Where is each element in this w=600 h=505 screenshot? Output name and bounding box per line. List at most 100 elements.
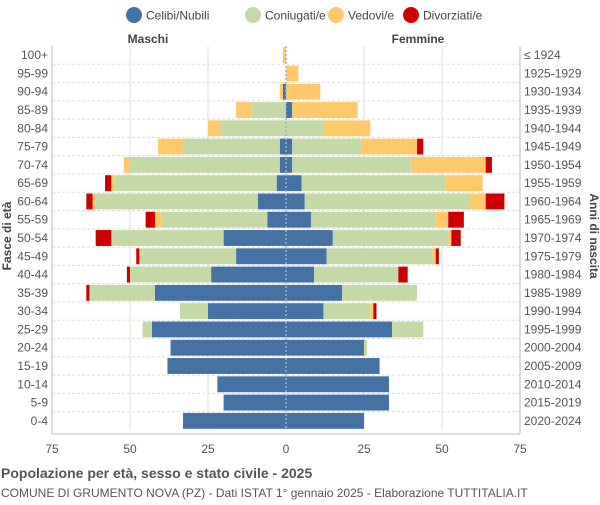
bar-male-celibi bbox=[183, 412, 286, 429]
age-group-label: 100+ bbox=[21, 48, 48, 62]
bar-female-coniugate bbox=[301, 175, 446, 192]
bar-male-celibi bbox=[257, 193, 286, 210]
legend-label-1: Coniugati/e bbox=[265, 9, 326, 23]
birth-year-label: 1930-1934 bbox=[524, 85, 582, 99]
bar-male-divorziati bbox=[95, 230, 112, 246]
bar-male-vedovi bbox=[279, 83, 283, 100]
bar-male-celibi bbox=[279, 138, 286, 155]
bar-female-coniugate bbox=[392, 321, 424, 338]
legend-marker-2 bbox=[328, 7, 344, 23]
bar-male-vedovi bbox=[111, 175, 115, 192]
x-tick-label: 50 bbox=[123, 442, 137, 456]
bar-male-coniugati bbox=[220, 120, 286, 137]
x-tick-label: 25 bbox=[201, 442, 215, 456]
birth-year-label: ≤ 1924 bbox=[524, 48, 561, 62]
bar-male-vedovi bbox=[208, 120, 221, 137]
birth-year-label: 1960-1964 bbox=[524, 194, 582, 208]
bar-male-celibi bbox=[279, 156, 286, 173]
bar-male-celibi bbox=[276, 175, 286, 192]
bar-male-vedovi bbox=[154, 211, 162, 228]
bar-male-divorziati bbox=[145, 211, 155, 228]
legend-marker-1 bbox=[245, 7, 261, 23]
bar-female-vedove bbox=[470, 193, 486, 210]
legend-label-2: Vedovi/e bbox=[348, 9, 394, 23]
bar-female-nubili bbox=[286, 339, 364, 356]
birth-year-label: 1975-1979 bbox=[524, 249, 582, 263]
chart-title: Popolazione per età, sesso e stato civil… bbox=[1, 465, 312, 481]
birth-year-label: 1985-1989 bbox=[524, 286, 582, 300]
bar-male-coniugati bbox=[183, 138, 280, 155]
bar-female-nubili bbox=[286, 102, 293, 118]
bar-female-divorziate bbox=[451, 230, 461, 246]
age-group-label: 55-59 bbox=[17, 213, 48, 227]
bar-male-celibi bbox=[267, 211, 286, 228]
bar-female-nubili bbox=[286, 248, 327, 265]
x-tick-label: 75 bbox=[513, 442, 527, 456]
right-header: Femmine bbox=[392, 32, 445, 46]
birth-year-label: 1990-1994 bbox=[524, 304, 582, 318]
bar-female-coniugate bbox=[304, 193, 471, 210]
birth-year-label: 1945-1949 bbox=[524, 140, 582, 154]
bar-male-coniugati bbox=[111, 230, 224, 246]
bar-male-vedovi bbox=[236, 102, 252, 118]
bar-female-nubili bbox=[286, 358, 380, 374]
left-header: Maschi bbox=[128, 32, 169, 46]
bar-female-vedove bbox=[448, 230, 452, 246]
bar-female-coniugate bbox=[314, 266, 399, 283]
age-group-label: 40-44 bbox=[17, 268, 48, 282]
bar-female-nubili bbox=[286, 321, 393, 338]
bar-female-coniugate bbox=[292, 138, 361, 155]
age-group-label: 30-34 bbox=[17, 304, 48, 318]
bar-male-celibi bbox=[151, 321, 286, 338]
bar-male-celibi bbox=[282, 83, 286, 100]
age-group-label: 20-24 bbox=[17, 341, 48, 355]
bar-male-vedovi bbox=[92, 193, 96, 210]
bar-male-celibi bbox=[208, 303, 286, 320]
birth-year-label: 1995-1999 bbox=[524, 322, 582, 336]
birth-year-label: 1980-1984 bbox=[524, 268, 582, 282]
age-group-label: 95-99 bbox=[17, 66, 48, 80]
chart-subtitle: COMUNE DI GRUMENTO NOVA (PZ) - Dati ISTA… bbox=[1, 486, 528, 500]
bar-female-vedove bbox=[432, 248, 436, 265]
bar-female-nubili bbox=[286, 284, 343, 301]
age-group-label: 70-74 bbox=[17, 158, 48, 172]
birth-year-label: 1970-1974 bbox=[524, 231, 582, 245]
bar-female-vedove bbox=[410, 156, 486, 173]
birth-year-label: 1925-1929 bbox=[524, 66, 582, 80]
bar-female-vedove bbox=[445, 175, 483, 192]
birth-year-label: 1950-1954 bbox=[524, 158, 582, 172]
bar-male-celibi bbox=[217, 376, 286, 393]
bar-male-vedovi bbox=[158, 138, 184, 155]
bar-female-divorziate bbox=[485, 193, 505, 210]
bar-male-coniugati bbox=[130, 156, 280, 173]
age-group-label: 15-19 bbox=[17, 359, 48, 373]
age-group-label: 45-49 bbox=[17, 249, 48, 263]
y-axis-title-right: Anni di nascita bbox=[587, 193, 600, 279]
birth-year-label: 2005-2009 bbox=[524, 359, 582, 373]
bar-male-celibi bbox=[167, 358, 286, 374]
bar-female-nubili bbox=[286, 193, 305, 210]
bar-female-vedove bbox=[435, 211, 449, 228]
bar-female-coniugate bbox=[310, 211, 436, 228]
bar-male-celibi bbox=[236, 248, 286, 265]
age-group-label: 80-84 bbox=[17, 121, 48, 135]
grid bbox=[51, 46, 521, 435]
bar-female-nubili bbox=[286, 138, 293, 155]
bar-male-divorziati bbox=[86, 284, 90, 301]
bar-male-celibi bbox=[154, 284, 286, 301]
axis-labels: 100+ ≤ 1924 95-99 1925-1929 90-94 1930-1934 85… bbox=[17, 48, 581, 456]
bar-female-coniugate bbox=[364, 339, 368, 356]
bar-male-divorziati bbox=[105, 175, 112, 192]
bar-male-celibi bbox=[211, 266, 286, 283]
age-group-label: 90-94 bbox=[17, 85, 48, 99]
bar-male-coniugati bbox=[142, 321, 152, 338]
bar-female-vedove bbox=[360, 138, 418, 155]
legend-label-3: Divorziati/e bbox=[423, 9, 483, 23]
bar-male-coniugati bbox=[95, 193, 258, 210]
age-group-label: 65-69 bbox=[17, 176, 48, 190]
age-group-label: 25-29 bbox=[17, 322, 48, 336]
bar-female-coniugate bbox=[323, 303, 371, 320]
age-group-label: 50-54 bbox=[17, 231, 48, 245]
bar-male-coniugati bbox=[161, 211, 268, 228]
